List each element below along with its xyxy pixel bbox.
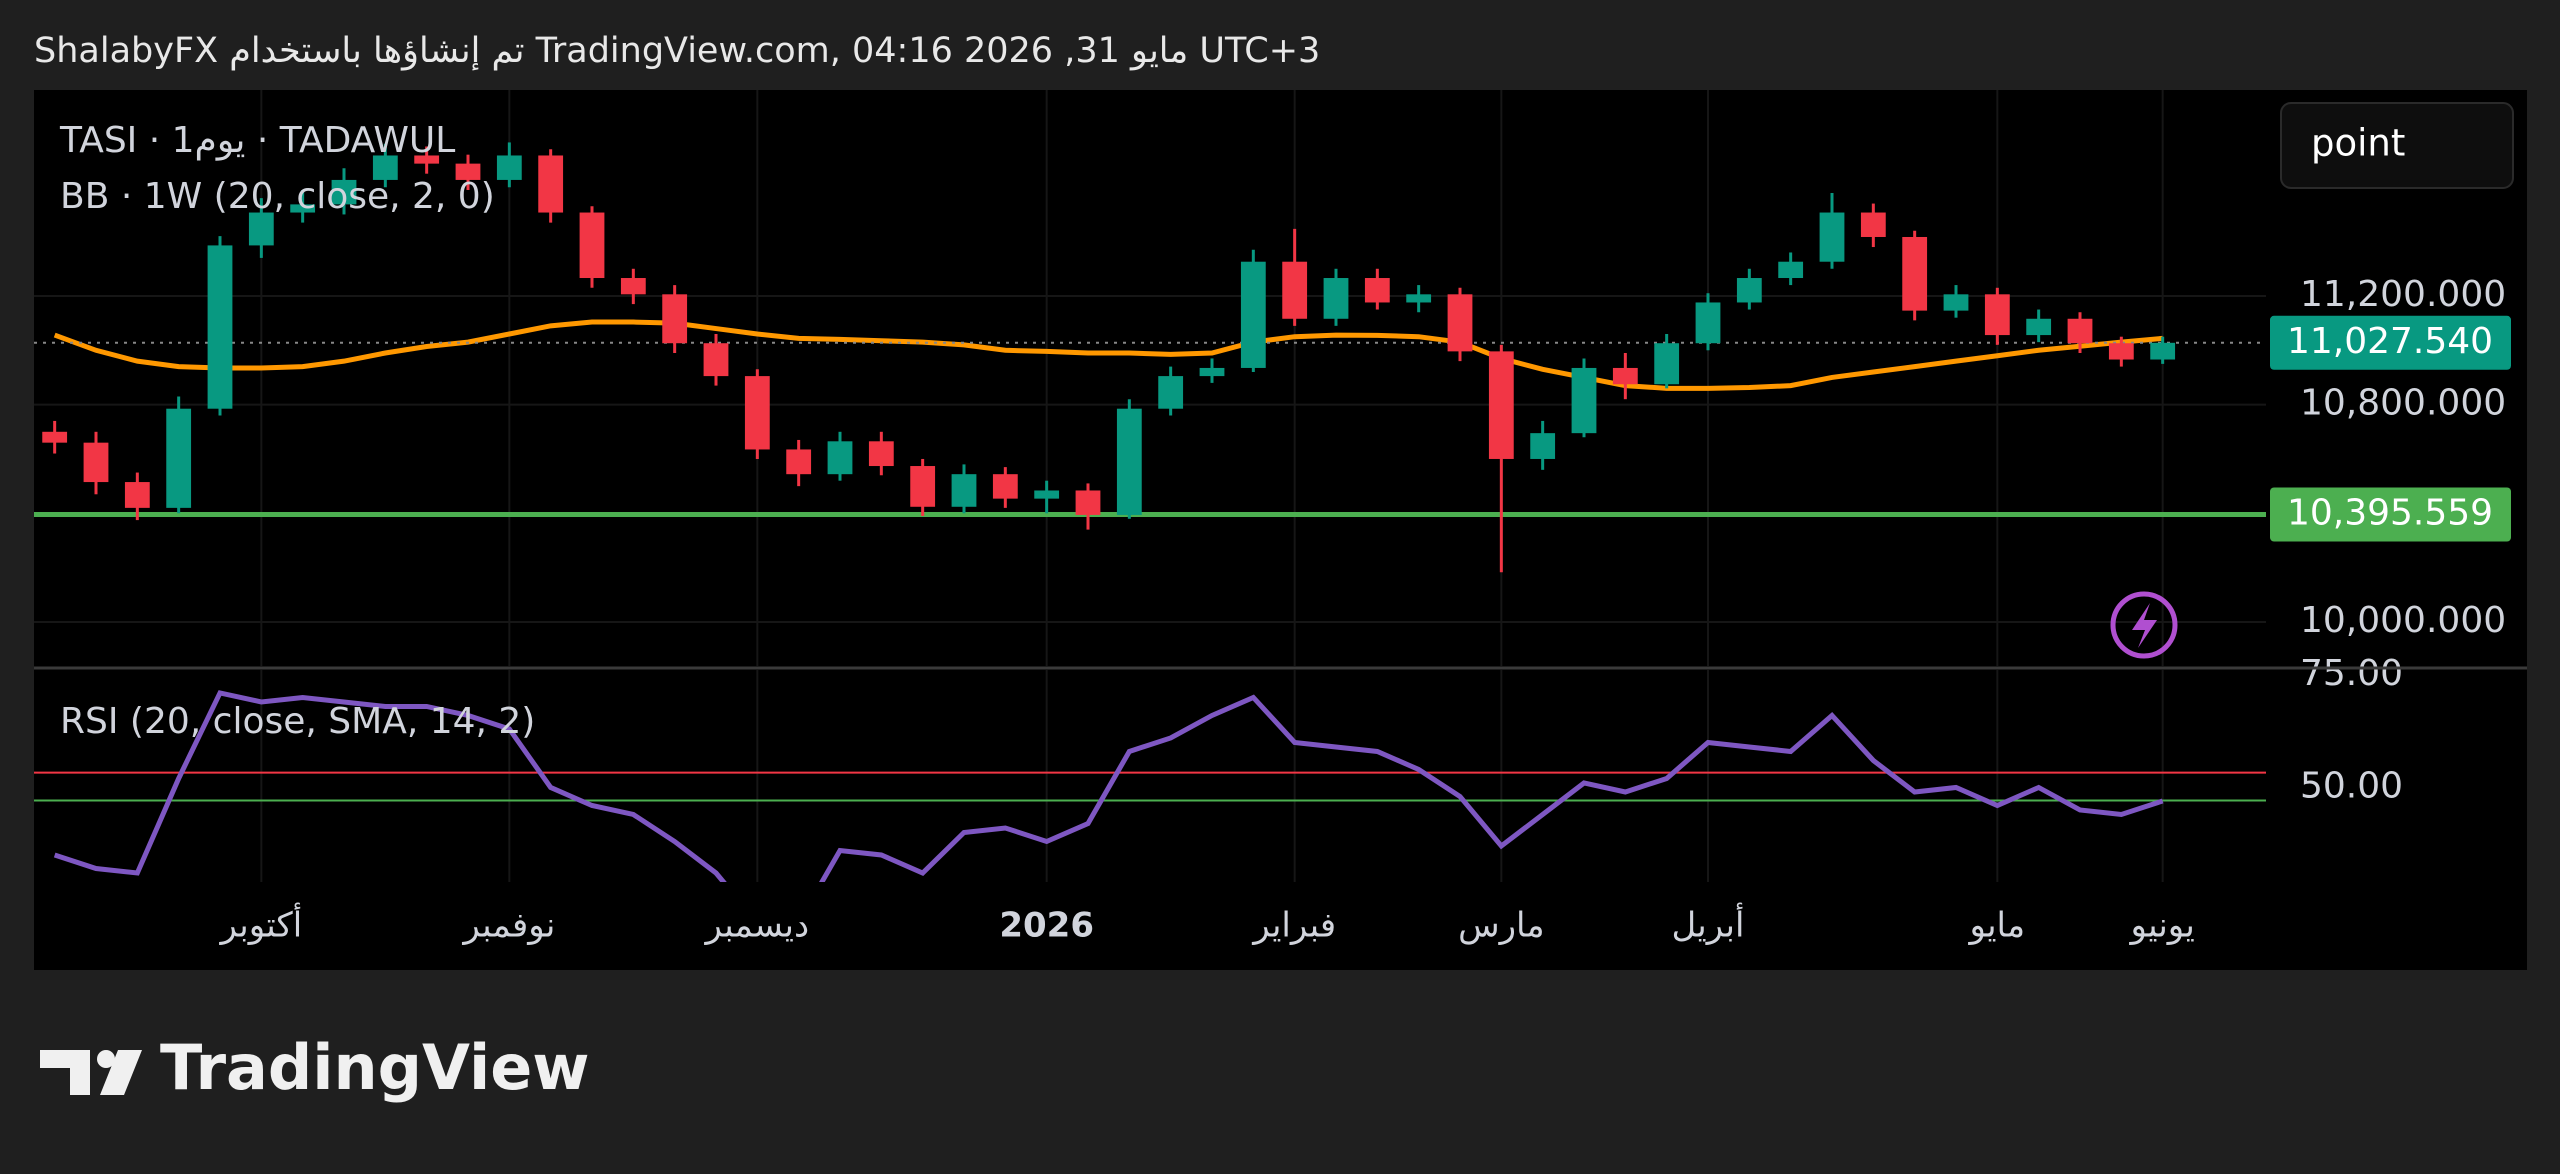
button-label[interactable]: point <box>2311 122 2405 165</box>
candle-body <box>992 474 1018 499</box>
candle-body <box>1199 367 1225 377</box>
candle-body <box>1034 490 1060 499</box>
candle-body <box>868 441 894 467</box>
candle-body <box>1902 236 1928 311</box>
x-tick-label: مايو <box>1968 906 2026 946</box>
last-price-box <box>2270 315 2511 370</box>
candle-body <box>703 343 729 377</box>
x-tick-label: أبريل <box>1672 903 1745 946</box>
candle-body <box>786 449 812 475</box>
logo-text: TradingView <box>160 1031 590 1104</box>
x-tick-label: 2026 <box>999 906 1094 946</box>
header-text: ShalabyFX تم إنشاؤها باستخدام TradingVie… <box>34 31 1320 71</box>
logo-mark <box>40 1050 90 1095</box>
candle-body <box>1943 294 1969 311</box>
candle-body <box>620 278 646 295</box>
candle-body <box>2026 318 2052 336</box>
alert-icon[interactable] <box>2110 591 2178 659</box>
y-tick-label: 10,800.000 <box>2300 383 2506 424</box>
candle-body <box>1116 408 1142 515</box>
button-box[interactable] <box>2280 102 2514 189</box>
candle-body <box>2067 318 2093 344</box>
rsi-line <box>53 690 2164 882</box>
candle-body <box>579 212 605 279</box>
candle-body <box>455 163 481 180</box>
candle-body <box>83 442 109 483</box>
price-pane <box>34 90 2266 666</box>
rsi-pane <box>34 670 2266 882</box>
icon-bolt[interactable] <box>2132 603 2157 648</box>
y-tick-label: 10,000.000 <box>2300 600 2506 641</box>
bb-legend: BB · 1W (20, close, 2, 0) <box>60 176 495 217</box>
price-label: 10,395.559 <box>2287 493 2493 534</box>
bb-basis-line <box>53 319 2163 391</box>
candle-body <box>538 155 564 213</box>
candle-body <box>827 441 853 475</box>
chart-panel <box>34 90 2527 970</box>
candle-body <box>1406 294 1432 303</box>
candle-body <box>496 155 522 180</box>
candle-body <box>2150 342 2176 360</box>
candle-body <box>951 474 977 507</box>
candle-body <box>1860 212 1886 237</box>
candle-body <box>1488 351 1514 459</box>
candle-body <box>662 294 688 344</box>
rsi-tick-label: 75.00 <box>2300 653 2403 694</box>
logo-dot <box>97 1050 115 1068</box>
candle-body <box>1323 278 1349 319</box>
y-tick-label: 11,200.000 <box>2300 274 2506 315</box>
rsi-legend: RSI (20, close, SMA, 14, 2) <box>60 701 535 742</box>
x-tick-label: ديسمبر <box>704 906 810 946</box>
price-label-box <box>2270 487 2511 542</box>
candle-body <box>1612 367 1638 385</box>
candle-body <box>331 179 357 205</box>
candle-body <box>372 155 398 180</box>
x-tick-label: أكتوبر <box>218 903 302 946</box>
axes: أكتوبر نوفمبر ديسمبر 2026 فبراير مارس أبريل ماي… <box>218 274 2511 946</box>
candle-body <box>744 376 770 450</box>
candle-body <box>1364 278 1390 303</box>
candle-body <box>2108 343 2134 360</box>
last-price-label: 11,027.540 <box>2287 321 2493 362</box>
candle-body <box>1571 367 1597 434</box>
candle-body <box>124 482 150 508</box>
candle-body <box>42 431 68 443</box>
candle-body <box>290 204 316 213</box>
candle-body <box>1158 376 1184 409</box>
candle-body <box>1654 343 1680 385</box>
candle-body <box>1778 261 1804 279</box>
x-tick-label: نوفمبر <box>461 906 555 946</box>
logo: TradingView <box>40 1031 590 1104</box>
candle-body <box>1695 302 1721 344</box>
logo-slash <box>100 1050 142 1095</box>
x-tick-label: فبراير <box>1251 906 1336 946</box>
candle-body <box>1530 433 1556 459</box>
candle-body <box>1819 212 1845 262</box>
candle-body <box>1447 294 1473 352</box>
x-tick-label: مارس <box>1458 906 1545 946</box>
x-tick-label: يونيو <box>2129 906 2195 946</box>
point-button[interactable]: point <box>2280 102 2514 189</box>
candle-body <box>1282 261 1308 319</box>
candle-body <box>1984 294 2010 336</box>
candle-body <box>414 155 440 164</box>
candle-body <box>248 212 274 246</box>
candle-body <box>1240 261 1266 368</box>
candle-body <box>207 245 233 409</box>
candle-body <box>1736 278 1762 303</box>
symbol-legend: TASI · 1يوم · TADAWUL <box>59 120 455 161</box>
candle-body <box>166 408 192 508</box>
candle-body <box>910 466 936 507</box>
icon-ring[interactable] <box>2110 591 2178 659</box>
candle-body <box>1075 490 1101 515</box>
rsi-tick-label: 50.00 <box>2300 765 2403 806</box>
